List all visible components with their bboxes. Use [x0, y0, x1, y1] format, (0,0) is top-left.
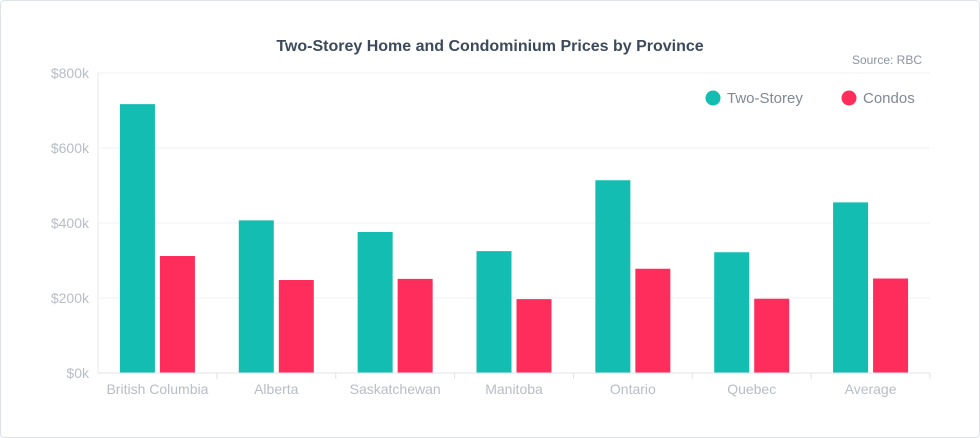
y-tick-label: $400k: [51, 215, 90, 231]
legend-label: Two-Storey: [727, 90, 803, 107]
bar-condos: [754, 298, 790, 373]
legend-marker: [705, 90, 721, 106]
y-tick-label: $600k: [51, 140, 90, 156]
source-note: Source: RBC: [851, 53, 922, 67]
bar-two-storey: [476, 251, 512, 373]
axes: $0k $200k $400k $600k $800k British Columbia A…: [51, 65, 931, 397]
x-tick-label: Manitoba: [485, 381, 543, 397]
x-tick-label: Average: [845, 381, 897, 397]
bar-condos: [635, 268, 671, 373]
bar-condos: [873, 278, 909, 373]
bar-condos: [159, 256, 195, 373]
bar-two-storey: [714, 252, 750, 373]
x-tick-label: Alberta: [254, 381, 299, 397]
bar-two-storey: [833, 202, 869, 373]
chart-title: Two-Storey Home and Condominium Prices b…: [276, 38, 704, 55]
grid-lines: [98, 72, 930, 299]
legend-label: Condos: [863, 90, 915, 107]
bar-condos: [278, 280, 314, 373]
x-tick-label: British Columbia: [106, 381, 208, 397]
bar-two-storey: [238, 220, 274, 373]
x-tick-label: Saskatchewan: [350, 381, 441, 397]
bar-condos: [516, 299, 552, 373]
y-tick-label: $0k: [66, 365, 90, 381]
legend-marker: [841, 90, 857, 106]
bar-two-storey: [595, 180, 631, 373]
bar-condos: [397, 278, 433, 373]
bar-two-storey: [119, 104, 155, 373]
y-tick-label: $200k: [51, 290, 90, 306]
bars: [119, 104, 909, 373]
x-tick-label: Ontario: [610, 381, 656, 397]
x-tick-label: Quebec: [727, 381, 776, 397]
y-tick-label: $800k: [51, 65, 90, 81]
bar-two-storey: [357, 232, 393, 373]
legend: Two-Storey Condos: [705, 90, 915, 107]
